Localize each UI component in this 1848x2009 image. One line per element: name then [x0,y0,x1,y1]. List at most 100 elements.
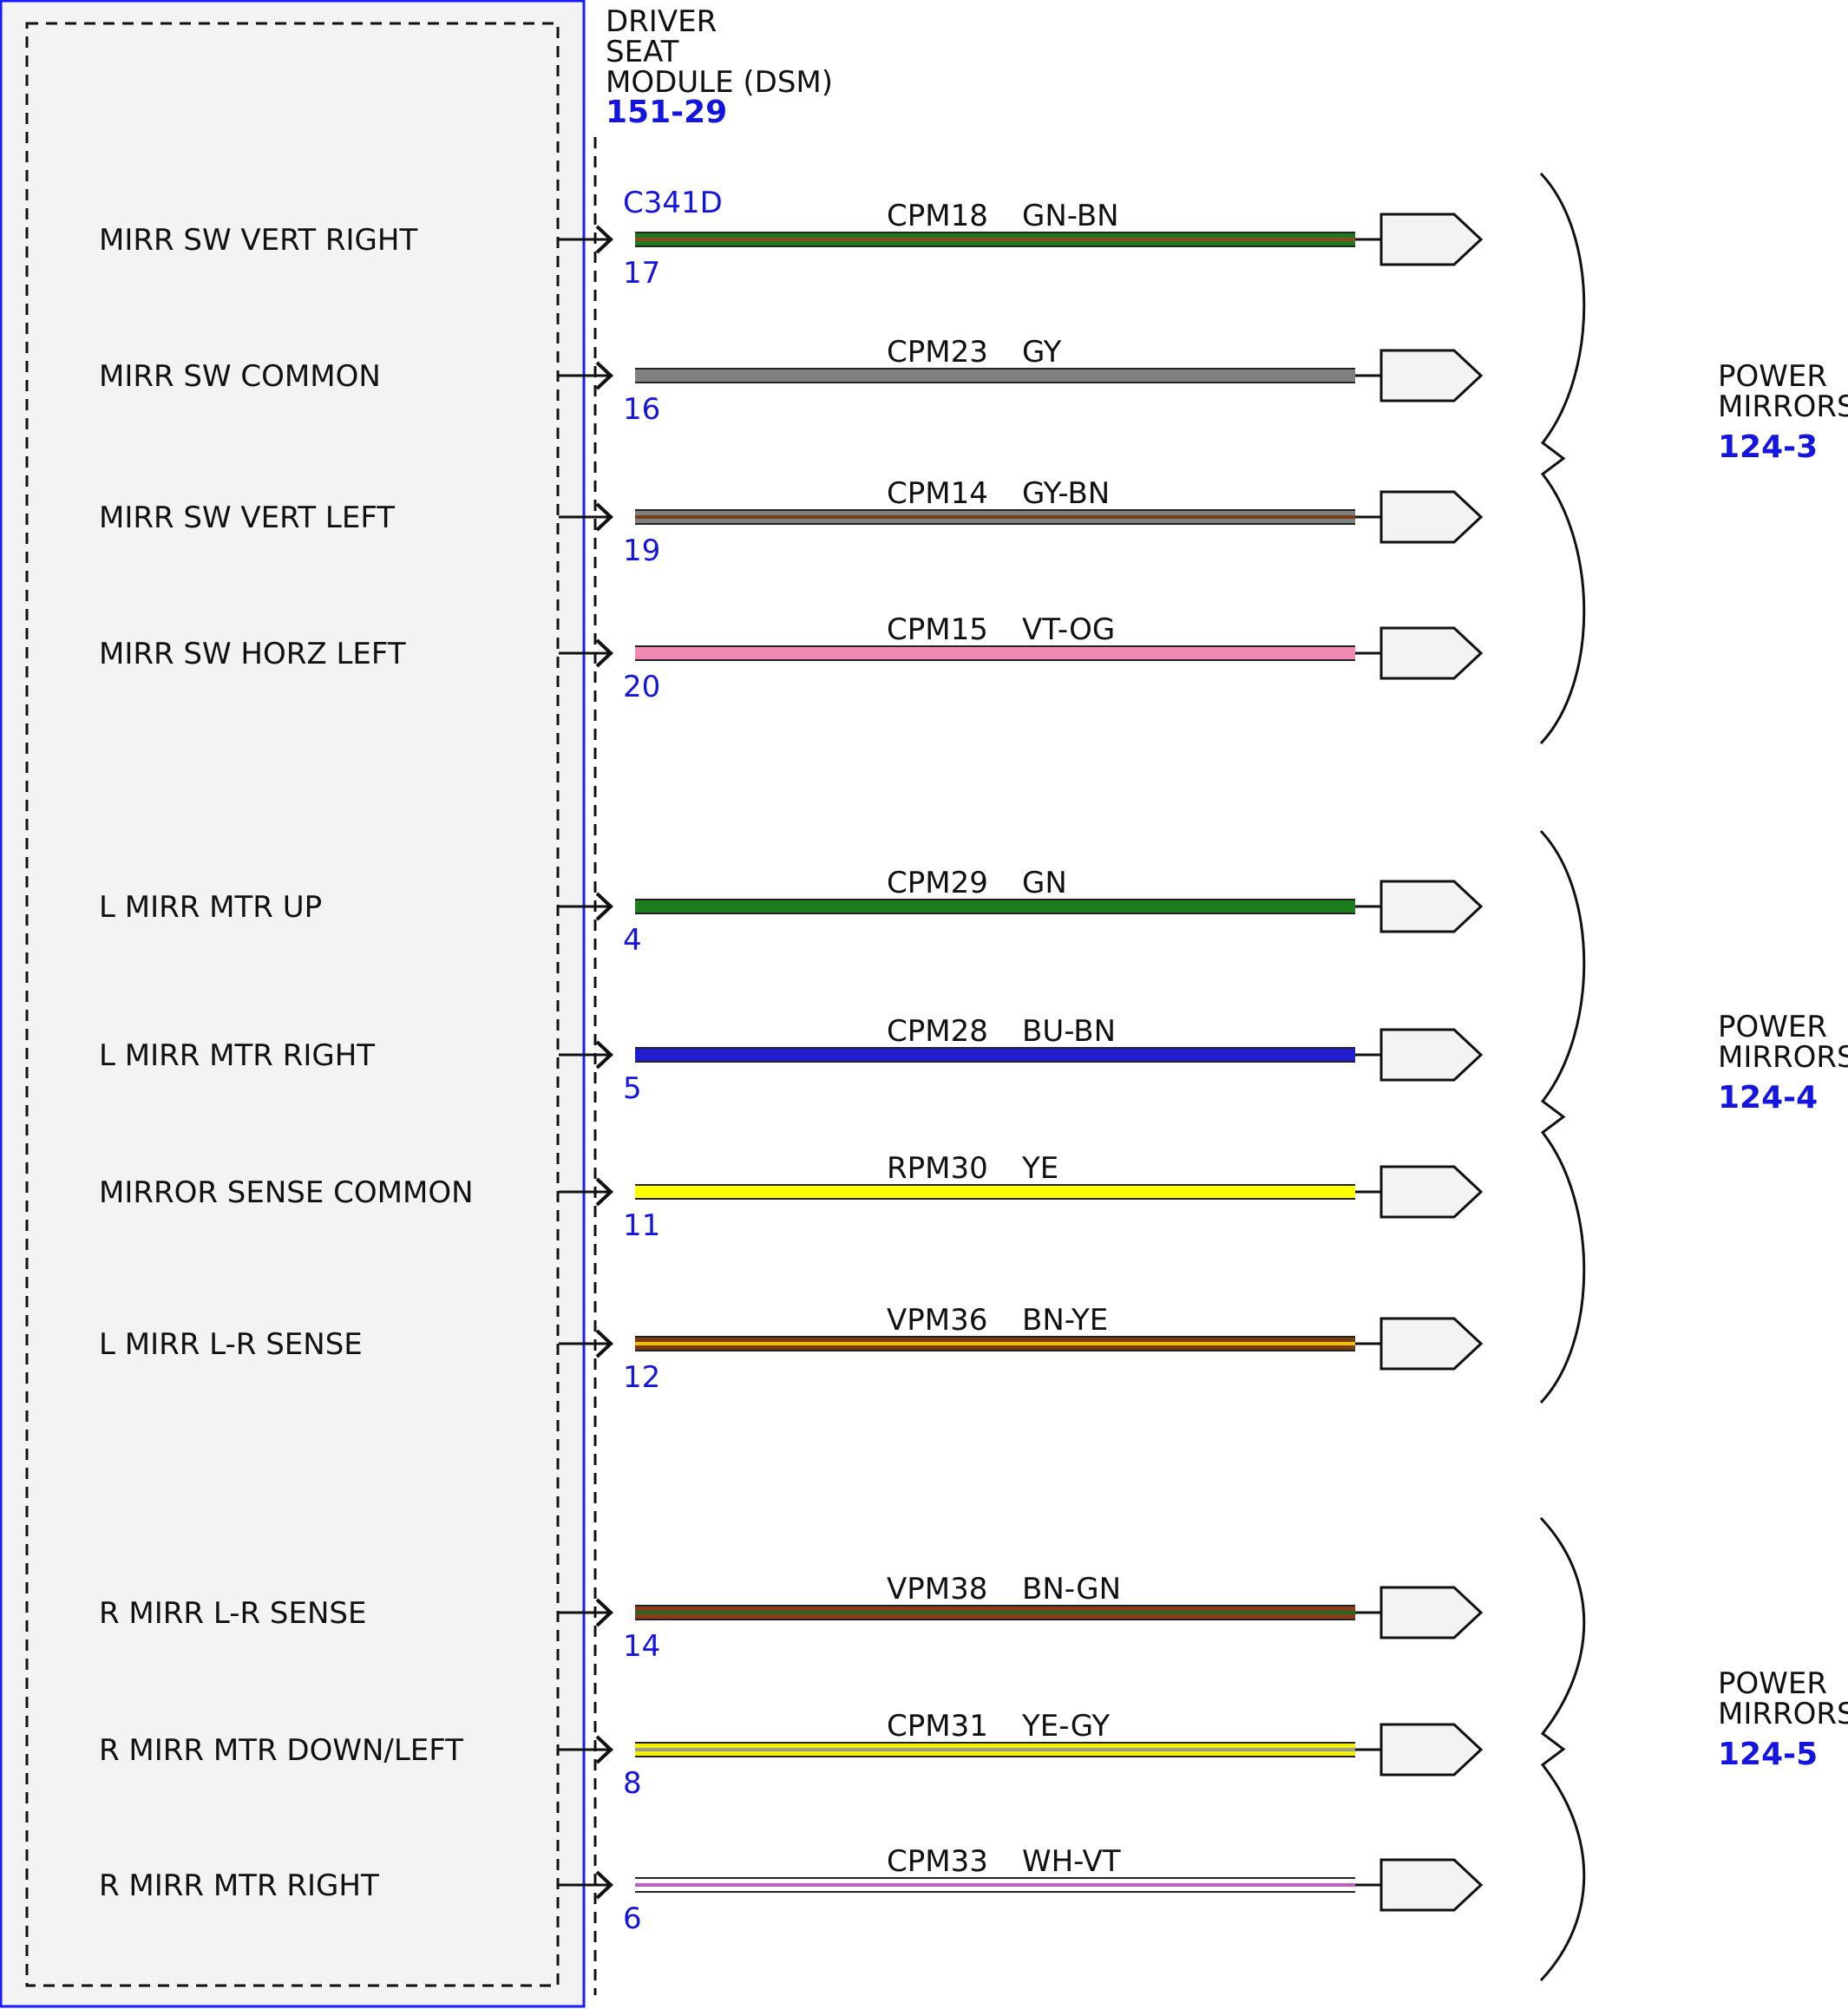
circuit-id: CPM33 [887,1844,988,1879]
pin-function-label: MIRR SW HORZ LEFT [99,637,406,671]
connector-arrow-icon [595,638,613,668]
connector-arrow-icon [595,1870,613,1900]
wire-color-code: BN-GN [1022,1572,1121,1607]
wire-stripe-color [635,1611,1355,1614]
pin-number: 17 [623,256,660,291]
pin-function-label: MIRROR SENSE COMMON [99,1175,474,1210]
off-page-connector-icon [1379,1858,1484,1912]
pin-function-label: MIRR SW VERT LEFT [99,501,395,535]
circuit-rows: MIRR SW VERT RIGHT 17 CPM18 GN-BN MIRR SW CO… [99,199,1484,1936]
wire-stripe-color [635,238,1355,241]
group-brace-icon [1539,1516,1586,1982]
module-title-line-3: MODULE (DSM) [606,65,833,100]
off-page-connector-icon [1379,880,1484,933]
off-page-connector-icon [1379,490,1484,544]
destination-title-line: POWER [1718,1666,1827,1701]
module-title: DRIVER SEAT MODULE (DSM) 151-29 [606,4,833,130]
circuit-row: L MIRR MTR UP 4 CPM29 GN [99,866,1484,958]
pin-number: 6 [623,1901,642,1936]
destination-page-ref[interactable]: 124-3 [1718,429,1818,465]
off-page-connector-icon [1379,626,1484,680]
pin-number: 19 [623,533,660,568]
connector-arrow-icon [595,1177,613,1207]
wire-color-code: GY-BN [1022,476,1110,511]
circuit-row: L MIRR MTR RIGHT 5 CPM28 BU-BN [99,1014,1484,1106]
wire-color-code: YE [1021,1151,1058,1186]
off-page-connector-icon [1379,1317,1484,1371]
off-page-connector-icon [1379,1165,1484,1219]
destination-title-line: MIRRORS [1718,1040,1848,1075]
group-brace-icon [1539,172,1586,745]
connector-arrow-icon [595,361,613,390]
circuit-row: MIRR SW VERT LEFT 19 CPM14 GY-BN [99,476,1484,568]
destination-page-ref[interactable]: 124-4 [1718,1080,1818,1116]
connector-arrow-icon [595,892,613,921]
circuit-row: R MIRR MTR RIGHT 6 CPM33 WH-VT [99,1844,1484,1936]
off-page-connector-icon [1379,1723,1484,1777]
circuit-row: MIRR SW HORZ LEFT 20 CPM15 VT-OG [99,612,1484,704]
circuit-row: R MIRR L-R SENSE 14 VPM38 BN-GN [99,1572,1484,1664]
module-title-line-1: DRIVER [606,4,717,39]
pin-function-label: R MIRR L-R SENSE [99,1596,366,1631]
wire-color-code: BU-BN [1022,1014,1116,1049]
circuit-id: CPM15 [887,612,988,647]
wire-color-code: VT-OG [1022,612,1115,647]
circuit-id: CPM29 [887,866,988,900]
wire-stripe-color [635,1883,1355,1887]
circuit-row: L MIRR L-R SENSE 12 VPM36 BN-YE [99,1303,1484,1395]
circuit-row: MIRR SW VERT RIGHT 17 CPM18 GN-BN [99,199,1484,291]
wire-base-color [635,370,1355,382]
destination-page-ref[interactable]: 124-5 [1718,1737,1818,1772]
connector-arrow-icon [595,1329,613,1358]
wire-color-code: GN [1022,866,1067,900]
circuit-id: CPM31 [887,1709,988,1744]
module-box [0,0,586,2008]
circuit-id: CPM28 [887,1014,988,1049]
circuit-row: MIRR SW COMMON 16 CPM23 GY [99,335,1484,427]
circuit-id: VPM36 [887,1303,987,1338]
connector-arrow-icon [595,225,613,254]
pin-function-label: MIRR SW VERT RIGHT [99,223,417,258]
wire-base-color [635,1186,1355,1198]
wire-color-code: YE-GY [1021,1709,1110,1744]
wire-color-code: GY [1022,335,1062,370]
off-page-connector-icon [1379,213,1484,266]
wire-base-color [635,1049,1355,1061]
wire-color-code: BN-YE [1022,1303,1108,1338]
pin-function-label: L MIRR MTR RIGHT [99,1038,375,1073]
wire-color-code: WH-VT [1022,1844,1121,1879]
off-page-connector-icon [1379,1586,1484,1639]
pin-number: 5 [623,1071,642,1106]
destination-groups: POWERMIRRORS124-3POWERMIRRORS124-4POWERM… [1539,172,1848,1982]
module-title-line-2: SEAT [606,35,679,69]
wire-color-code: GN-BN [1022,199,1119,233]
circuit-row: MIRROR SENSE COMMON 11 RPM30 YE [99,1151,1484,1243]
module-inner-dashed-border [25,22,560,1987]
connector-arrow-icon [595,1735,613,1764]
pin-number: 12 [623,1360,660,1395]
wire-stripe-color [635,515,1355,519]
wire-base-color [635,647,1355,659]
wire-base-color [635,900,1355,913]
connector-id: C341D [623,186,723,220]
module-page-ref: 151-29 [606,95,727,130]
circuit-id: CPM23 [887,335,988,370]
circuit-id: VPM38 [887,1572,987,1607]
destination-title-line: POWER [1718,1010,1827,1044]
circuit-id: CPM14 [887,476,988,511]
connector-arrow-icon [595,1040,613,1070]
destination-title-line: MIRRORS [1718,389,1848,424]
pin-function-label: R MIRR MTR DOWN/LEFT [99,1733,463,1768]
pin-function-label: MIRR SW COMMON [99,359,381,394]
group-brace-icon [1539,829,1586,1404]
pin-number: 16 [623,392,660,427]
circuit-id: CPM18 [887,199,988,233]
pin-number: 11 [623,1208,660,1243]
pin-function-label: R MIRR MTR RIGHT [99,1868,379,1903]
off-page-connector-icon [1379,349,1484,402]
pin-function-label: L MIRR MTR UP [99,890,322,925]
wire-stripe-color [635,1342,1355,1345]
connector-arrow-icon [595,502,613,532]
